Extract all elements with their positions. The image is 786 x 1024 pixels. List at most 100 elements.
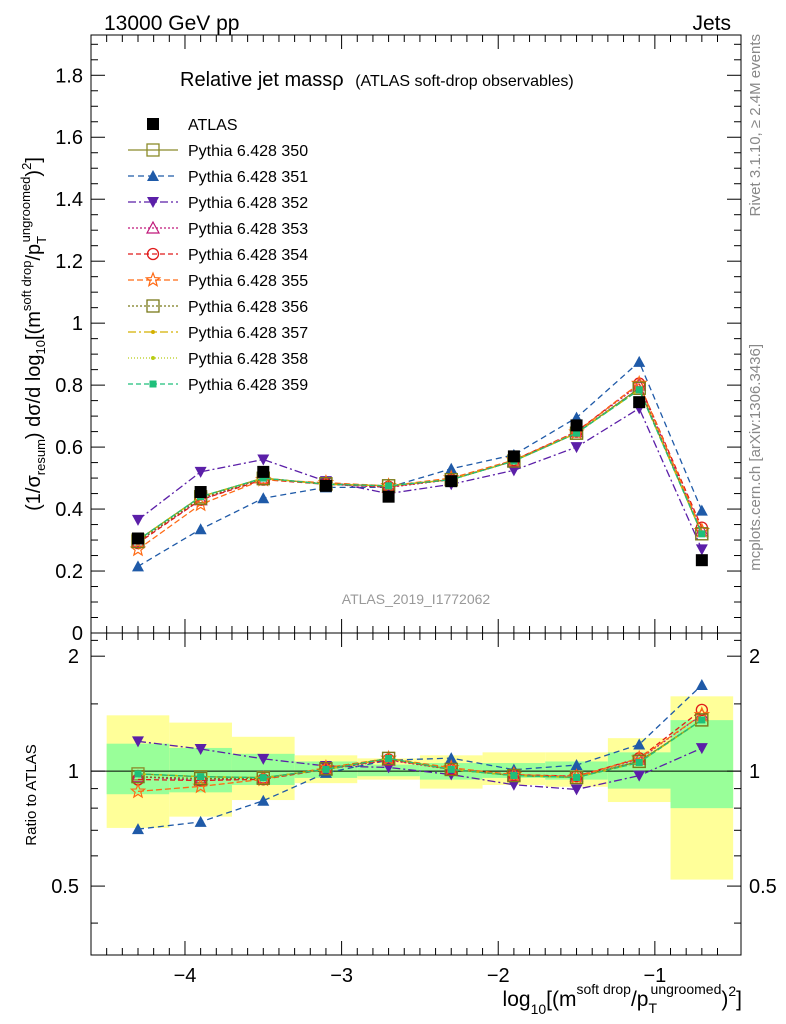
legend-marker-1 xyxy=(146,143,160,157)
chart-title-main: Relative jet massρ xyxy=(180,69,344,91)
legend-label-10: Pythia 6.428 359 xyxy=(188,377,308,394)
data-point xyxy=(695,554,708,567)
series-line-3 xyxy=(137,407,703,550)
series-point-2 xyxy=(194,523,207,535)
series-point-2 xyxy=(445,462,458,474)
ratio-point-10 xyxy=(510,772,518,780)
ratio-point-10 xyxy=(197,773,205,781)
series-line-5 xyxy=(137,382,703,544)
ratio-tick-label-right: 1 xyxy=(749,761,760,783)
ratio-point-2 xyxy=(445,752,458,764)
ratio-point-5 xyxy=(695,703,708,717)
ratio-point-10 xyxy=(385,754,393,762)
series-point-10 xyxy=(385,482,393,490)
ratio-point-2 xyxy=(633,738,646,750)
y-tick-label: 0.2 xyxy=(55,561,83,583)
legend-marker-6 xyxy=(144,271,162,288)
legend-label-3: Pythia 6.428 352 xyxy=(188,195,308,212)
series-line-8 xyxy=(137,388,703,541)
series-line-9 xyxy=(137,388,703,541)
ratio-line-6 xyxy=(137,714,703,792)
ratio-tick-label: 2 xyxy=(68,646,79,668)
legend-label-6: Pythia 6.428 355 xyxy=(188,273,308,290)
ratio-point-2 xyxy=(257,794,270,806)
ratio-x-axis: −4 −3 −2 −1 xyxy=(106,633,719,987)
y-tick-label: 1.2 xyxy=(55,251,83,273)
y-tick-label: 0 xyxy=(72,623,83,645)
ratio-point-2 xyxy=(131,823,144,835)
ratio-bands xyxy=(106,696,734,880)
x-tick-label: −1 xyxy=(643,965,666,987)
ratio-panel: 0.5 0.5 1 1 2 2 −4 −3 −2 −1 xyxy=(51,632,777,987)
ratio-point-7 xyxy=(381,751,396,766)
ratio-y-axis: 0.5 0.5 1 1 2 2 xyxy=(51,639,777,924)
ratio-point-7 xyxy=(632,754,646,769)
series-line-2 xyxy=(137,360,703,567)
legend-label-1: Pythia 6.428 350 xyxy=(188,143,308,160)
chart-title: Relative jet massρ (ATLAS soft-drop obse… xyxy=(180,69,574,91)
legend-marker-4 xyxy=(145,220,161,234)
data-point xyxy=(319,479,332,492)
legend-label-8: Pythia 6.428 357 xyxy=(188,325,308,342)
series-line-1 xyxy=(137,387,703,541)
header-right: Jets xyxy=(692,12,731,35)
x-axis-label: log10[(msoft drop/pTungroomed)2] xyxy=(503,981,742,1017)
legend-marker-8 xyxy=(151,330,155,334)
ratio-point-3 xyxy=(570,784,583,796)
series-point-7 xyxy=(632,381,646,395)
x-tick-label: −3 xyxy=(330,965,353,987)
series-point-3 xyxy=(194,466,207,478)
y-tick-label: 0.8 xyxy=(55,375,83,397)
data-point xyxy=(445,475,458,488)
series-point-2 xyxy=(131,560,144,572)
chart-subtitle: (ATLAS soft-drop observables) xyxy=(355,73,573,90)
series-point-10 xyxy=(573,429,581,437)
uncertainty-band-inner xyxy=(106,743,170,795)
series-point-2 xyxy=(257,492,270,504)
data-point xyxy=(257,465,270,478)
ratio-point-3 xyxy=(695,743,708,755)
series-point-10 xyxy=(698,530,706,538)
uncertainty-band-inner xyxy=(670,720,734,809)
ratio-point-10 xyxy=(573,773,581,781)
side-label-mcplots: mcplots.cern.ch [arXiv:1306.3436] xyxy=(747,344,764,571)
ratio-series-group xyxy=(129,679,711,835)
ratio-point-10 xyxy=(447,765,455,773)
series-point-3 xyxy=(257,454,270,466)
legend-label-atlas: ATLAS xyxy=(188,117,238,134)
ratio-frame xyxy=(90,632,742,956)
ratio-point-10 xyxy=(134,770,142,778)
main-panel: 0 0.2 0.4 0.6 0.8 1 1.2 1.4 1.6 1.8 xyxy=(55,34,742,645)
series-point-10 xyxy=(259,474,267,482)
ratio-tick-label: 0.5 xyxy=(51,876,79,898)
ratio-point-3 xyxy=(507,779,520,791)
series-line-7 xyxy=(137,387,703,543)
x-tick-label: −4 xyxy=(174,965,197,987)
ratio-line-2 xyxy=(137,684,703,830)
series-point-10 xyxy=(635,386,643,394)
ratio-tick-label-right: 2 xyxy=(749,646,760,668)
side-label-rivet: Rivet 3.1.10, ≥ 2.4M events xyxy=(747,34,764,217)
ratio-point-6 xyxy=(129,782,147,799)
ratio-point-10 xyxy=(322,765,330,773)
series-point-3 xyxy=(507,465,520,477)
y-tick-label: 1.6 xyxy=(55,127,83,149)
ratio-point-3 xyxy=(131,736,144,748)
ratio-point-3 xyxy=(194,743,207,755)
legend-label-2: Pythia 6.428 351 xyxy=(188,169,308,186)
legend-marker-7 xyxy=(146,299,160,313)
analysis-label: ATLAS_2019_I1772062 xyxy=(342,591,491,607)
data-point xyxy=(131,532,144,545)
y-axis-label-main: (1/σresum) dσ/d log10[(msoft drop/pTungr… xyxy=(18,157,49,511)
series-point-3 xyxy=(570,442,583,454)
data-point xyxy=(507,450,520,463)
data-point xyxy=(633,396,646,409)
series-point-7 xyxy=(695,527,709,541)
main-data-group xyxy=(131,396,708,567)
header-left: 13000 GeV pp xyxy=(104,12,239,35)
series-point-3 xyxy=(131,514,144,526)
ratio-point-3 xyxy=(633,770,646,782)
ratio-point-3 xyxy=(257,753,270,765)
ratio-point-7 xyxy=(193,771,208,786)
